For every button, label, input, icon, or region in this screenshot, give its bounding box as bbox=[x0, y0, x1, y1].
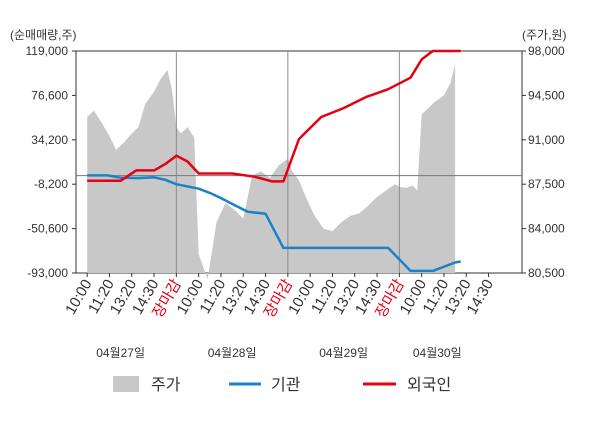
right-tick-label: 94,500 bbox=[528, 88, 565, 102]
price-area-layer bbox=[87, 63, 456, 280]
legend-label-price: 주가 bbox=[151, 376, 181, 394]
left-tick-label: 76,600 bbox=[31, 88, 68, 102]
institution-line bbox=[87, 174, 461, 273]
date-label: 04월28일 bbox=[208, 346, 257, 360]
foreign-line bbox=[87, 49, 461, 183]
right-tick-label: 91,000 bbox=[528, 133, 565, 147]
right-tick-label: 84,000 bbox=[528, 222, 565, 236]
left-tick-label: -8,200 bbox=[34, 177, 68, 191]
left-tick-label: -50,600 bbox=[27, 222, 68, 236]
date-label: 04월30일 bbox=[413, 346, 462, 360]
right-tick-label: 87,500 bbox=[528, 177, 565, 191]
grid-layer bbox=[76, 51, 522, 273]
date-label: 04월29일 bbox=[319, 346, 368, 360]
date-label: 04월27일 bbox=[96, 346, 145, 360]
legend-label-foreign: 외국인 bbox=[407, 376, 451, 394]
left-tick-label: 119,000 bbox=[26, 44, 69, 58]
right-tick-label: 80,500 bbox=[528, 266, 565, 280]
legend-label-institution: 기관 bbox=[271, 376, 301, 394]
left-tick-label: 34,200 bbox=[31, 133, 68, 147]
legend-swatch-price bbox=[113, 376, 139, 392]
left-tick-label: -93,000 bbox=[27, 266, 68, 280]
right-axis-unit: (주가,원) bbox=[522, 28, 566, 42]
left-axis-unit: (순매매량,주) bbox=[10, 28, 77, 42]
legend: 주가 기관 외국인 bbox=[113, 376, 451, 394]
price-area bbox=[87, 63, 456, 280]
line-layer bbox=[87, 49, 461, 273]
right-tick-label: 98,000 bbox=[528, 44, 565, 58]
